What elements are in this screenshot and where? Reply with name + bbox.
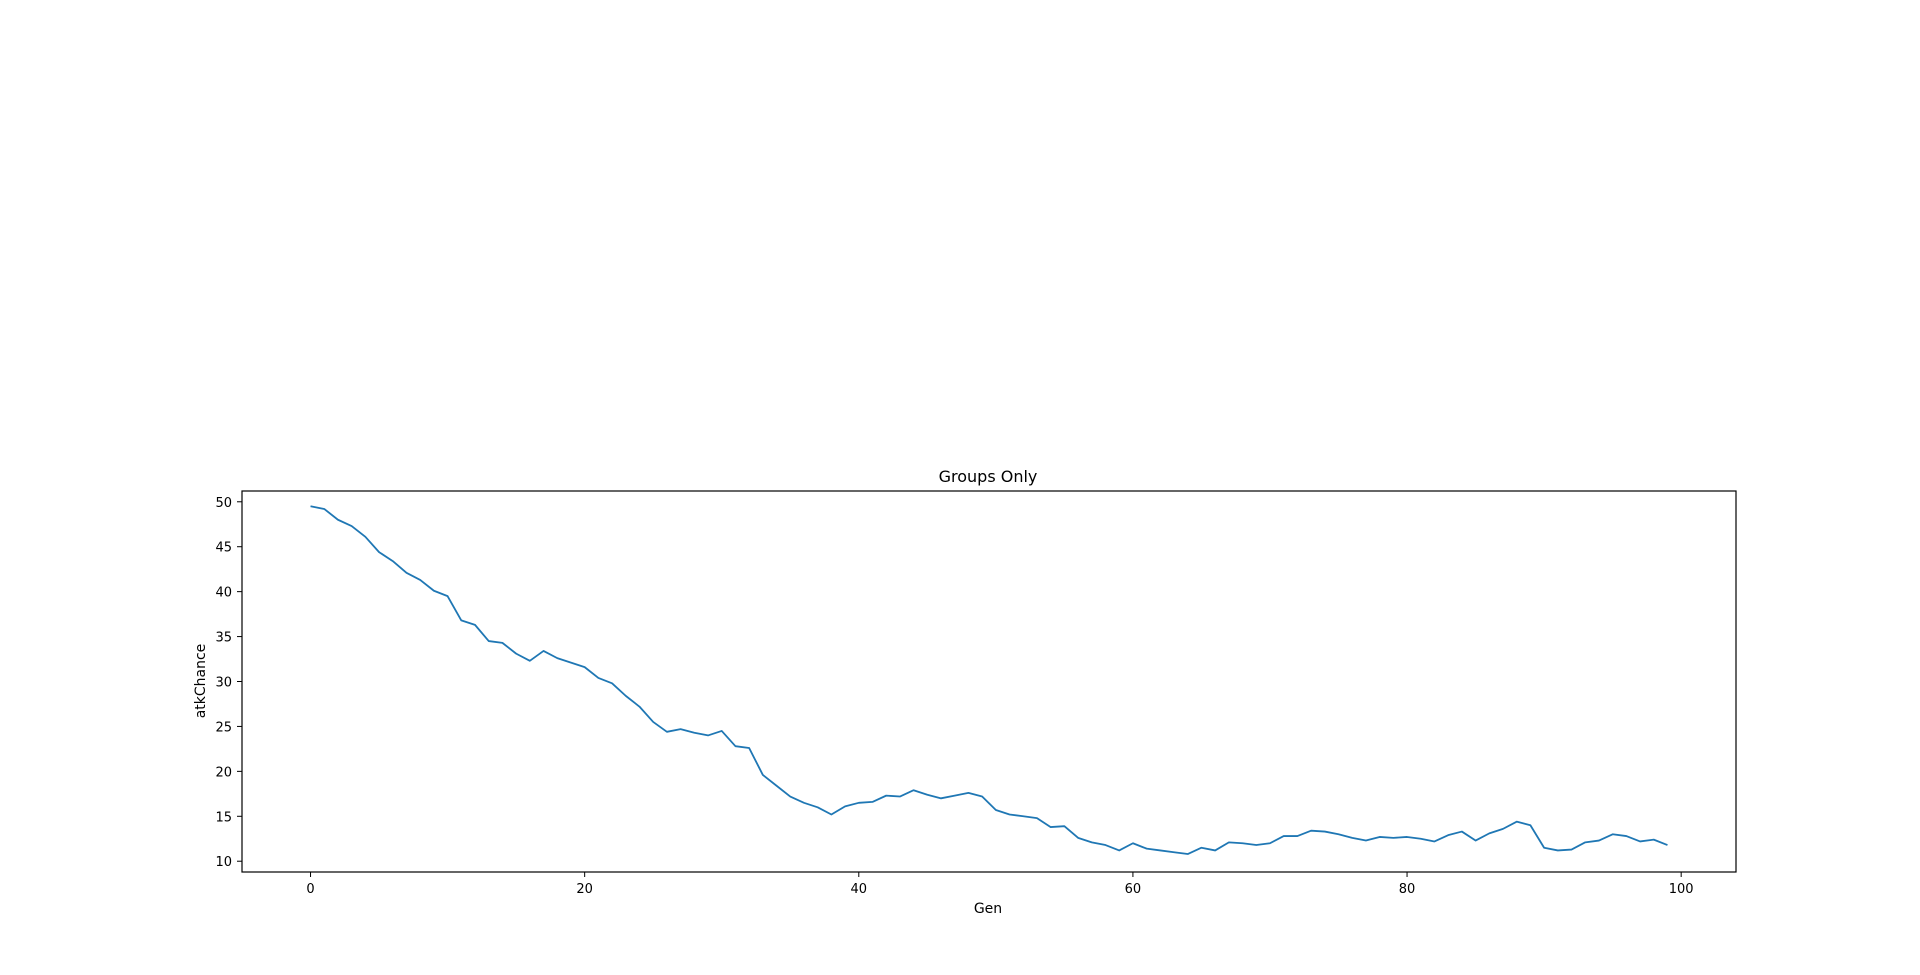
- y-axis-label: atkChance: [193, 644, 209, 719]
- x-tick-label: 20: [576, 882, 593, 897]
- x-tick-label: 0: [306, 882, 314, 897]
- plot-axes: 0 20 40 60 80 100 10 15 20 25 30 35 40 45 50: [215, 496, 1693, 897]
- y-tick-label: 45: [215, 541, 232, 556]
- series-layer: [310, 505, 1668, 855]
- y-tick-label: 40: [215, 586, 232, 601]
- y-tick-label: 10: [215, 855, 232, 870]
- y-tick-label: 25: [215, 720, 232, 735]
- plot-frame: [241, 490, 1737, 873]
- chart-title: Groups Only: [939, 467, 1038, 486]
- x-tick-label: 100: [1669, 882, 1694, 897]
- y-tick-label: 15: [215, 810, 232, 825]
- x-axis-label: Gen: [974, 901, 1002, 917]
- x-tick-label: 60: [1125, 882, 1142, 897]
- y-tick-label: 50: [215, 496, 232, 511]
- x-tick-label: 80: [1399, 882, 1416, 897]
- series-line: [310, 505, 1668, 855]
- y-tick-label: 20: [215, 765, 232, 780]
- x-tick-label: 40: [851, 882, 868, 897]
- y-tick-label: 35: [215, 631, 232, 646]
- y-tick-label: 30: [215, 676, 232, 691]
